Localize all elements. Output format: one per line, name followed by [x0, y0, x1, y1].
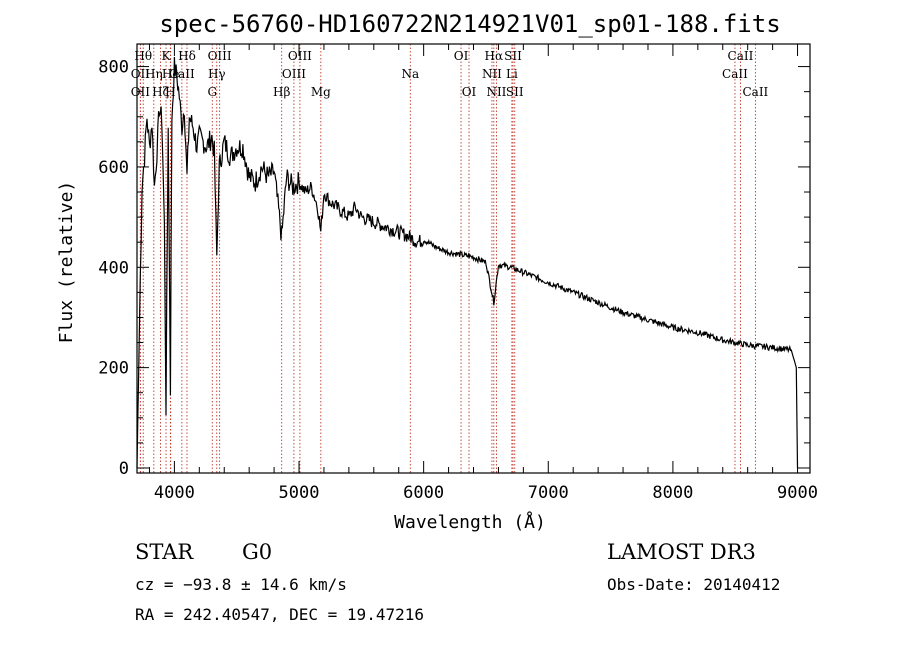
y-axis-label: Flux (relative): [56, 181, 77, 344]
spectral-line-label: SII: [504, 49, 522, 63]
spectral-line-label: Hβ: [273, 85, 290, 99]
spectral-line-label: OI: [454, 49, 469, 63]
spectral-line-label: Mg: [311, 85, 331, 99]
spectral-line-label: OIII: [288, 49, 312, 63]
spectrum-line: [136, 56, 799, 469]
spectral-line-label: K: [162, 49, 172, 63]
spectral-line-label: SII: [506, 85, 524, 99]
x-tick-label: 9000: [777, 483, 818, 503]
y-tick-label: 0: [119, 459, 129, 479]
object-class: STAR: [135, 540, 194, 564]
spectral-line-label: Hζ: [152, 85, 169, 99]
y-axis-ticks: 0 200 400 600 800: [98, 58, 810, 479]
spectral-line-label: Hδ: [178, 49, 196, 63]
spectral-line-label: CaII: [728, 49, 754, 63]
spectral-line-label: OI: [462, 85, 477, 99]
spectral-line-label: CaII: [169, 67, 195, 81]
spectral-line-label: OIII: [282, 67, 306, 81]
survey-name: LAMOST DR3: [607, 540, 756, 564]
spectral-line-label: Hγ: [208, 67, 226, 81]
spectral-line-label: NII: [486, 85, 506, 99]
x-tick-label: 6000: [403, 483, 444, 503]
x-tick-label: 8000: [652, 483, 693, 503]
spectral-line-label: H: [165, 85, 175, 99]
redshift-readout: cz = −93.8 ± 14.6 km/s: [135, 575, 347, 594]
spectral-line-label: OII: [131, 67, 151, 81]
spectral-line-label: G: [207, 85, 217, 99]
x-axis-label: Wavelength (Å): [394, 511, 546, 533]
chart-title: spec-56760-HD160722N214921V01_sp01-188.f…: [159, 10, 780, 38]
object-subclass: G0: [242, 540, 273, 564]
spectral-line-markers: [139, 44, 756, 473]
spectral-line-label: Hη: [145, 67, 163, 81]
spectral-line-label: Hα: [485, 49, 504, 63]
y-tick-label: 200: [98, 359, 129, 379]
spectral-line-label: NII: [482, 67, 502, 81]
spectral-line-label: CaII: [722, 67, 748, 81]
x-tick-label: 7000: [528, 483, 569, 503]
observation-date: Obs-Date: 20140412: [607, 575, 781, 594]
x-tick-label: 5000: [279, 483, 320, 503]
x-axis-ticks: 4000 5000 6000 7000 8000 9000: [148, 44, 818, 503]
spectral-line-label: Li: [506, 67, 518, 81]
x-tick-label: 4000: [154, 483, 195, 503]
spectral-line-label: CaII: [742, 85, 768, 99]
spectral-line-label: Na: [401, 67, 419, 81]
coordinates-readout: RA = 242.40547, DEC = 19.47216: [135, 605, 424, 624]
spectral-line-label: Hθ: [134, 49, 152, 63]
y-tick-label: 800: [98, 58, 129, 78]
y-tick-label: 400: [98, 258, 129, 278]
spectral-line-label: OIII: [208, 49, 232, 63]
y-tick-label: 600: [98, 158, 129, 178]
